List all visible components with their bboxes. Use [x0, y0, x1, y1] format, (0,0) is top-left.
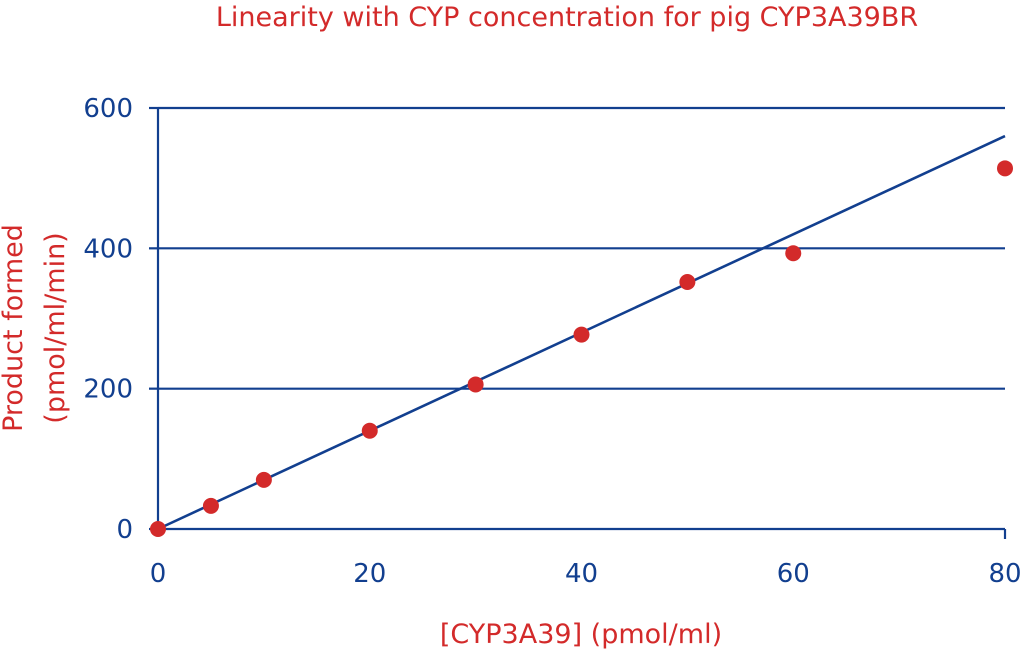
- chart-title: Linearity with CYP concentration for pig…: [216, 2, 918, 33]
- data-point: [202, 497, 219, 514]
- x-axis-label: [CYP3A39] (pmol/ml): [440, 619, 722, 650]
- data-point: [150, 521, 166, 537]
- x-tick-label-60: 60: [777, 559, 810, 589]
- data-point: [785, 245, 802, 262]
- y-axis-label: Product formed (pmol/ml/min): [0, 224, 71, 432]
- x-tick-label-40: 40: [565, 559, 598, 589]
- data-point: [467, 376, 484, 393]
- y-tick-label-0: 0: [116, 515, 133, 545]
- data-point: [255, 471, 272, 488]
- data-point: [997, 160, 1013, 177]
- y-tick-label-400: 400: [83, 234, 133, 264]
- y-tick-label-600: 600: [83, 94, 133, 124]
- y-axis-label-line1: Product formed: [0, 224, 29, 432]
- plot-area: 0 200 400 600 0 20 40 60 80: [83, 94, 1021, 589]
- data-point: [679, 274, 696, 291]
- data-point: [573, 326, 590, 343]
- y-axis-label-line2: (pmol/ml/min): [40, 232, 71, 423]
- y-tick-label-200: 200: [83, 375, 133, 405]
- x-tick-label-80: 80: [988, 559, 1021, 589]
- x-tick-label-0: 0: [150, 559, 167, 589]
- data-point: [361, 422, 378, 439]
- x-tick-label-20: 20: [353, 559, 386, 589]
